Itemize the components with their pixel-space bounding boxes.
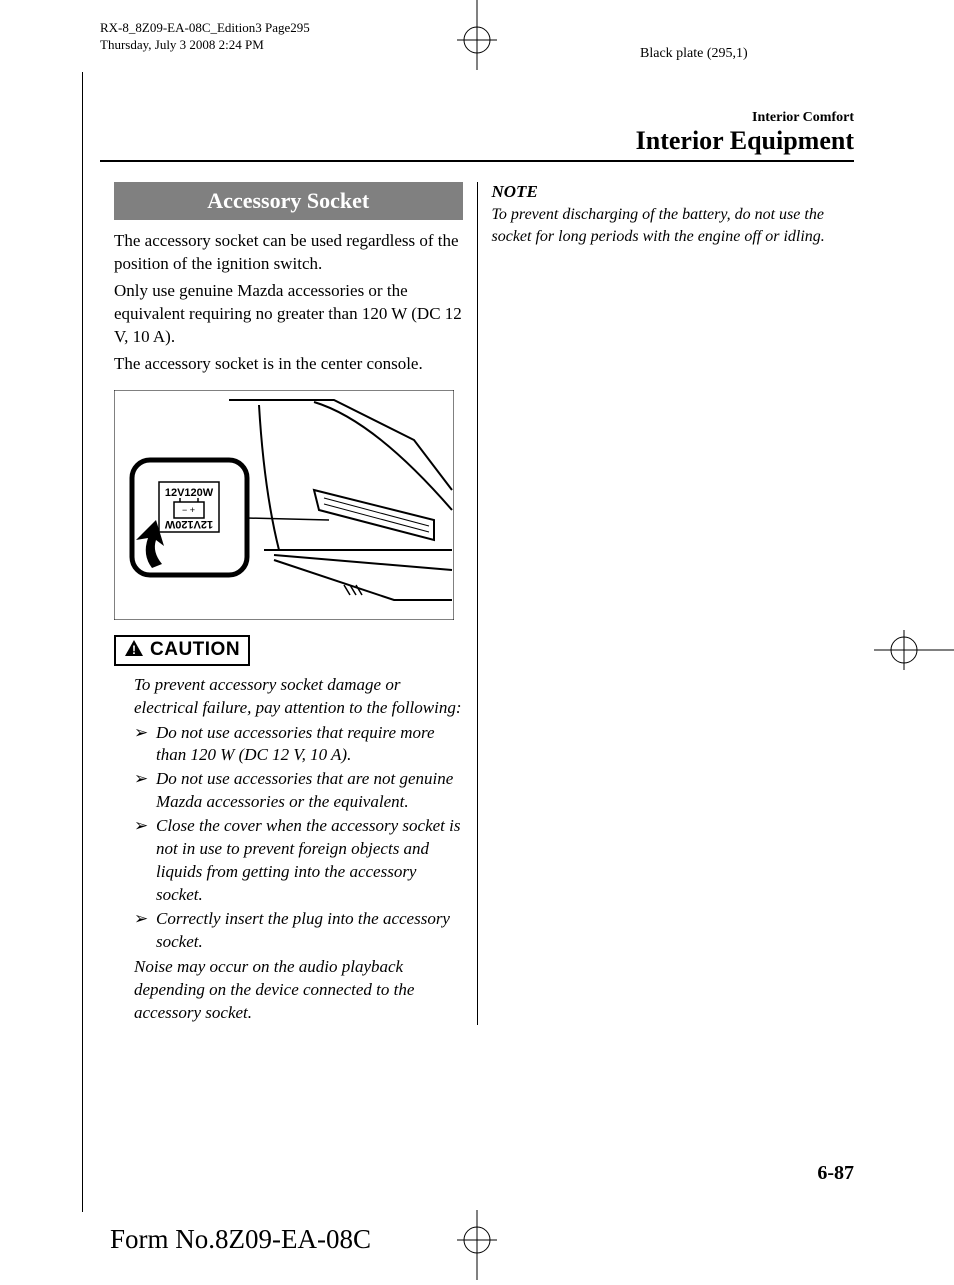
socket-label-bottom: 12V120W	[164, 518, 213, 530]
svg-text:− +: − +	[182, 505, 195, 515]
header-line-1: RX-8_8Z09-EA-08C_Edition3 Page295	[100, 20, 310, 37]
print-header: RX-8_8Z09-EA-08C_Edition3 Page295 Thursd…	[100, 20, 310, 54]
caution-list: Do not use accessories that require more…	[134, 722, 463, 954]
svg-text:!: !	[132, 643, 136, 657]
left-column: Accessory Socket The accessory socket ca…	[100, 182, 478, 1025]
right-column: NOTE To prevent discharging of the batte…	[478, 182, 855, 1025]
socket-illustration: 12V120W − + 12V120W	[114, 390, 463, 625]
section-super: Interior Comfort	[100, 110, 854, 126]
crop-mark-right-icon	[874, 630, 954, 675]
note-title: NOTE	[492, 182, 841, 202]
columns: Accessory Socket The accessory socket ca…	[100, 182, 854, 1025]
caution-outro: Noise may occur on the audio playback de…	[134, 956, 463, 1025]
note-body: To prevent discharging of the battery, d…	[492, 204, 841, 247]
crop-mark-top-icon	[447, 0, 507, 75]
topic-para-2: Only use genuine Mazda accessories or th…	[114, 280, 463, 349]
page-content: Interior Comfort Interior Equipment Acce…	[100, 110, 854, 1145]
header-line-2: Thursday, July 3 2008 2:24 PM	[100, 37, 310, 54]
crop-mark-left-line	[82, 72, 83, 1212]
plate-label: Black plate (295,1)	[640, 46, 748, 62]
topic-para-3: The accessory socket is in the center co…	[114, 353, 463, 376]
topic-para-1: The accessory socket can be used regardl…	[114, 230, 463, 276]
warning-icon: !	[124, 639, 144, 662]
caution-item-2: Do not use accessories that are not genu…	[134, 768, 463, 814]
section-header: Interior Comfort Interior Equipment	[100, 110, 854, 162]
section-title: Interior Equipment	[100, 126, 854, 156]
page-number: 6-87	[817, 1162, 854, 1185]
socket-label-top: 12V120W	[165, 487, 214, 499]
caution-body: To prevent accessory socket damage or el…	[114, 674, 463, 1025]
caution-item-4: Correctly insert the plug into the acces…	[134, 908, 463, 954]
caution-box: ! CAUTION	[114, 635, 250, 666]
caution-item-3: Close the cover when the accessory socke…	[134, 815, 463, 907]
crop-mark-bottom-icon	[447, 1210, 507, 1285]
topic-banner: Accessory Socket	[114, 182, 463, 220]
form-number: Form No.8Z09-EA-08C	[110, 1224, 371, 1255]
caution-intro: To prevent accessory socket damage or el…	[134, 674, 463, 720]
caution-item-1: Do not use accessories that require more…	[134, 722, 463, 768]
caution-label: CAUTION	[150, 639, 240, 661]
